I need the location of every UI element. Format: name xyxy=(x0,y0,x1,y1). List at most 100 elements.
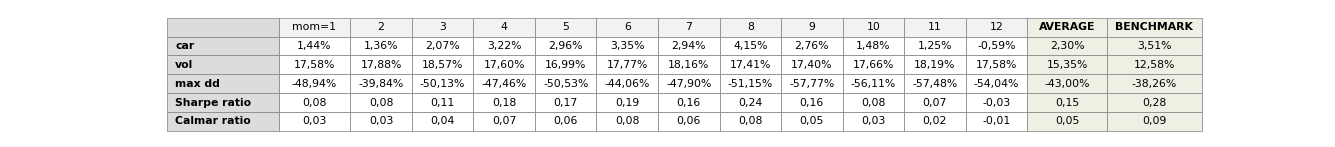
Text: 12,58%: 12,58% xyxy=(1133,60,1175,70)
Text: 0,07: 0,07 xyxy=(922,97,947,108)
Bar xyxy=(350,112,413,131)
Text: 3,51%: 3,51% xyxy=(1137,41,1172,51)
Bar xyxy=(597,93,658,112)
Text: 6: 6 xyxy=(623,22,630,32)
Bar xyxy=(904,74,965,93)
Text: 3,22%: 3,22% xyxy=(487,41,522,51)
Text: AVERAGE: AVERAGE xyxy=(1039,22,1095,32)
Bar xyxy=(535,55,597,74)
Text: -48,94%: -48,94% xyxy=(292,79,336,89)
Bar xyxy=(597,112,658,131)
Text: 17,58%: 17,58% xyxy=(976,60,1017,70)
Text: -57,48%: -57,48% xyxy=(912,79,957,89)
Text: 2,94%: 2,94% xyxy=(672,41,706,51)
Text: 0,06: 0,06 xyxy=(677,116,701,126)
Bar xyxy=(1107,36,1202,55)
Text: car: car xyxy=(175,41,195,51)
Bar xyxy=(1107,74,1202,93)
Text: -54,04%: -54,04% xyxy=(973,79,1019,89)
Bar xyxy=(350,74,413,93)
Bar xyxy=(720,36,781,55)
Text: BENCHMARK: BENCHMARK xyxy=(1115,22,1193,32)
Text: 0,16: 0,16 xyxy=(800,97,824,108)
Bar xyxy=(279,18,350,36)
Text: 4,15%: 4,15% xyxy=(733,41,768,51)
Bar xyxy=(413,93,474,112)
Text: 0,15: 0,15 xyxy=(1055,97,1079,108)
Text: 0,04: 0,04 xyxy=(430,116,455,126)
Bar xyxy=(350,93,413,112)
Text: -56,11%: -56,11% xyxy=(850,79,896,89)
Text: 0,08: 0,08 xyxy=(368,97,394,108)
Text: 11: 11 xyxy=(928,22,941,32)
Bar xyxy=(474,18,535,36)
Bar xyxy=(1107,93,1202,112)
Bar xyxy=(720,55,781,74)
Bar xyxy=(781,36,842,55)
Text: -47,90%: -47,90% xyxy=(666,79,712,89)
Bar xyxy=(965,55,1027,74)
Bar xyxy=(167,93,279,112)
Bar xyxy=(597,18,658,36)
Text: 9: 9 xyxy=(809,22,816,32)
Text: 18,19%: 18,19% xyxy=(914,60,956,70)
Text: 17,60%: 17,60% xyxy=(483,60,525,70)
Text: 16,99%: 16,99% xyxy=(545,60,586,70)
Bar xyxy=(279,55,350,74)
Bar xyxy=(658,93,720,112)
Bar xyxy=(279,36,350,55)
Text: 1,44%: 1,44% xyxy=(298,41,331,51)
Bar xyxy=(1107,112,1202,131)
Text: 15,35%: 15,35% xyxy=(1047,60,1088,70)
Text: -50,53%: -50,53% xyxy=(543,79,589,89)
Bar xyxy=(535,36,597,55)
Text: 0,02: 0,02 xyxy=(922,116,947,126)
Text: 5: 5 xyxy=(562,22,569,32)
Bar xyxy=(965,36,1027,55)
Bar xyxy=(965,112,1027,131)
Bar xyxy=(965,74,1027,93)
Bar xyxy=(597,74,658,93)
Text: 18,57%: 18,57% xyxy=(422,60,463,70)
Bar xyxy=(781,93,842,112)
Bar xyxy=(904,112,965,131)
Bar xyxy=(167,36,279,55)
Text: 3,35%: 3,35% xyxy=(610,41,645,51)
Bar xyxy=(167,55,279,74)
Text: 0,03: 0,03 xyxy=(861,116,885,126)
Text: -38,26%: -38,26% xyxy=(1132,79,1177,89)
Text: 10: 10 xyxy=(866,22,880,32)
Text: 3: 3 xyxy=(439,22,446,32)
Bar xyxy=(781,55,842,74)
Text: 12: 12 xyxy=(989,22,1004,32)
Bar xyxy=(658,74,720,93)
Bar xyxy=(350,36,413,55)
Text: mom=1: mom=1 xyxy=(292,22,336,32)
Text: 0,08: 0,08 xyxy=(302,97,327,108)
Text: 17,66%: 17,66% xyxy=(853,60,894,70)
Text: 17,58%: 17,58% xyxy=(294,60,335,70)
Text: 0,17: 0,17 xyxy=(554,97,578,108)
Text: 17,88%: 17,88% xyxy=(360,60,402,70)
Bar xyxy=(597,36,658,55)
Bar xyxy=(1027,74,1107,93)
Text: -0,03: -0,03 xyxy=(983,97,1011,108)
Bar xyxy=(720,18,781,36)
Bar xyxy=(474,55,535,74)
Text: 2,76%: 2,76% xyxy=(794,41,829,51)
Text: 18,16%: 18,16% xyxy=(668,60,709,70)
Bar xyxy=(842,93,904,112)
Text: 0,07: 0,07 xyxy=(493,116,517,126)
Text: 0,11: 0,11 xyxy=(430,97,455,108)
Bar xyxy=(842,36,904,55)
Text: Sharpe ratio: Sharpe ratio xyxy=(175,97,251,108)
Text: 0,19: 0,19 xyxy=(615,97,639,108)
Bar xyxy=(1027,112,1107,131)
Bar xyxy=(413,74,474,93)
Text: 0,18: 0,18 xyxy=(493,97,517,108)
Text: -47,46%: -47,46% xyxy=(482,79,527,89)
Text: 2,07%: 2,07% xyxy=(426,41,461,51)
Text: 2,30%: 2,30% xyxy=(1049,41,1084,51)
Text: -0,01: -0,01 xyxy=(983,116,1011,126)
Text: 7: 7 xyxy=(685,22,692,32)
